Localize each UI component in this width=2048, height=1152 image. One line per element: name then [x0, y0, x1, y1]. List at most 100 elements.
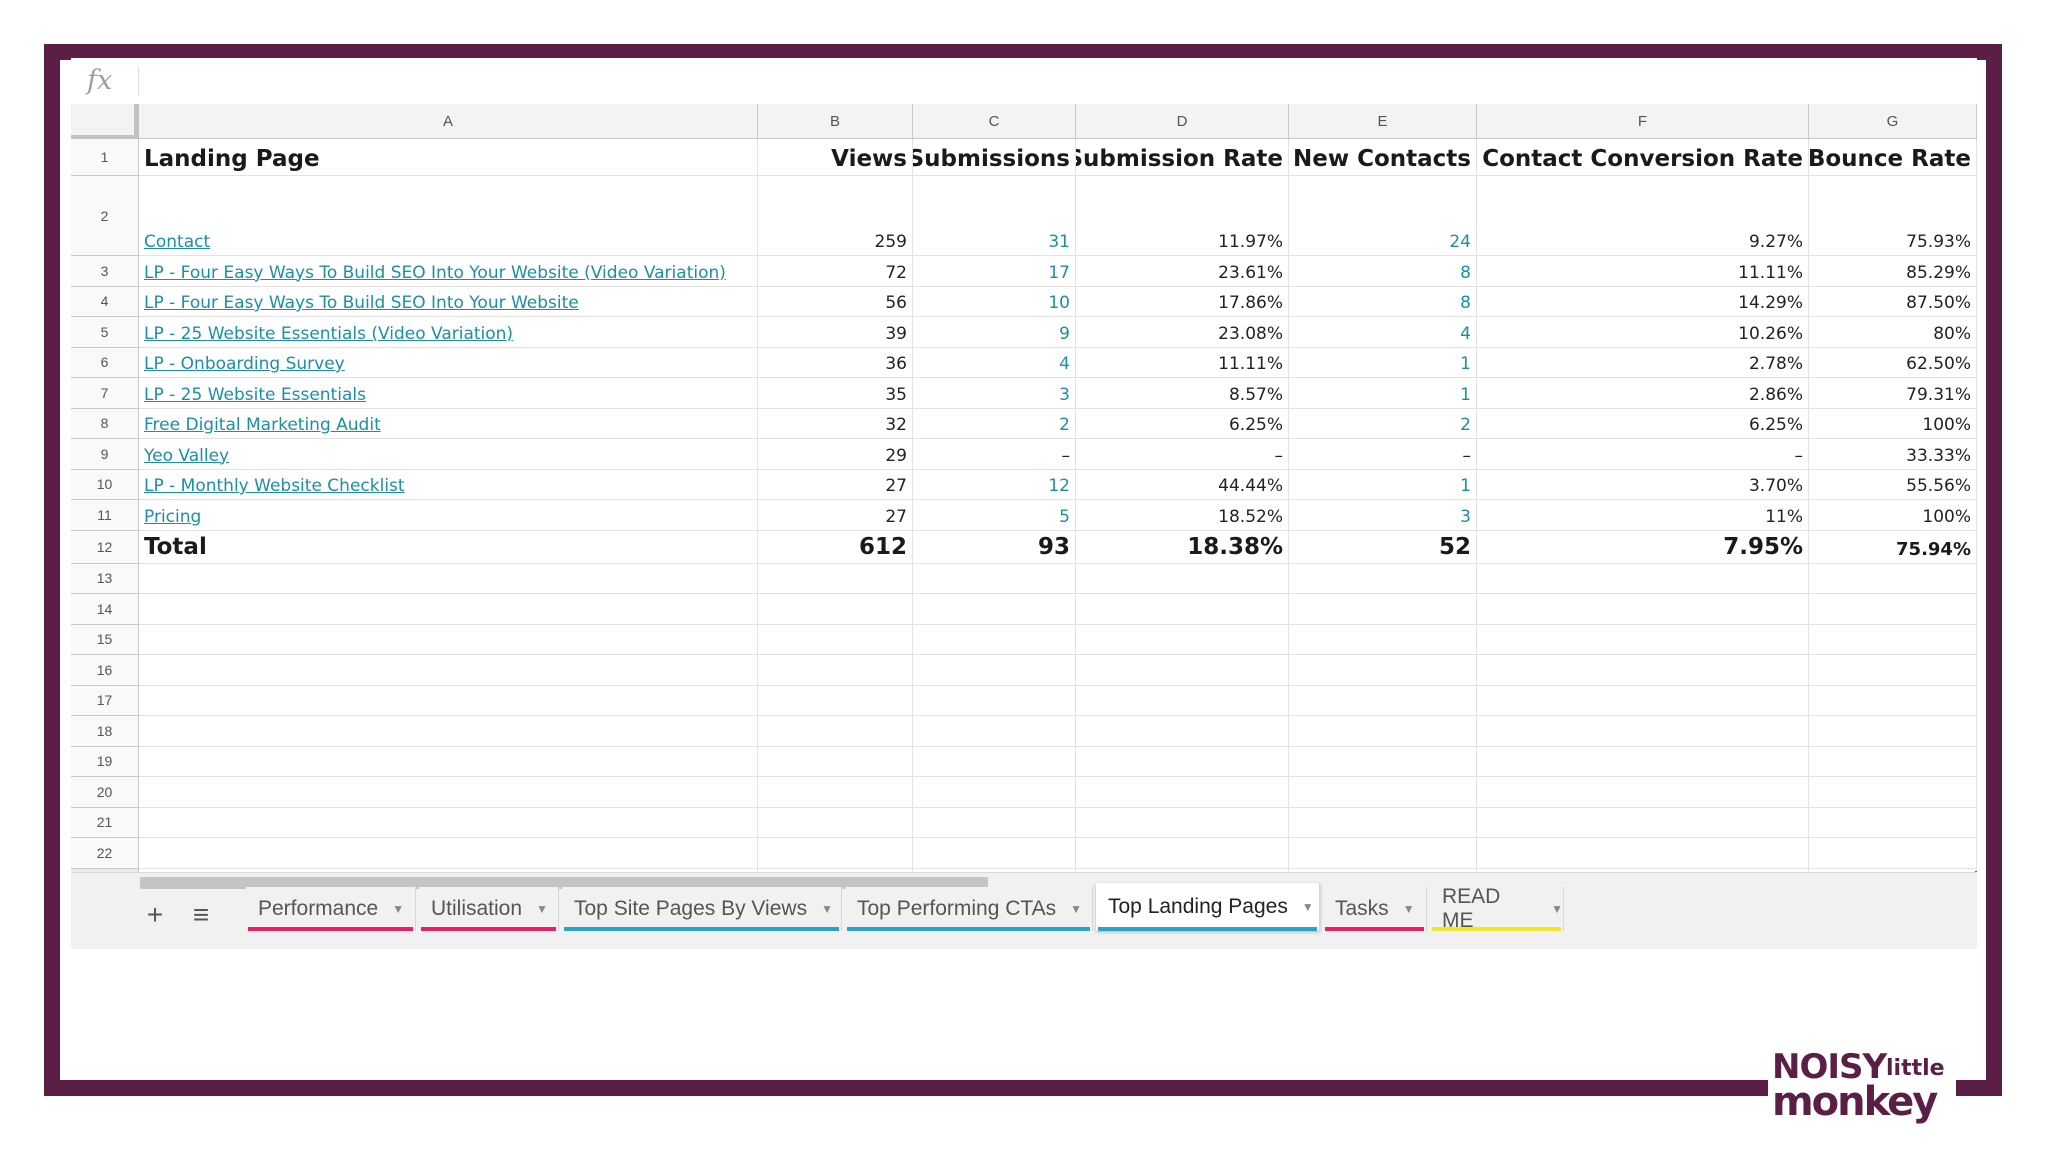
- conversion-rate-cell[interactable]: 10.26%: [1477, 317, 1809, 348]
- empty-cell[interactable]: [1477, 746, 1809, 777]
- header-cell-page[interactable]: Landing Page: [139, 139, 758, 176]
- views-cell[interactable]: 259: [758, 176, 913, 256]
- landing-page-link[interactable]: LP - 25 Website Essentials: [139, 378, 758, 409]
- views-cell[interactable]: 35: [758, 378, 913, 409]
- empty-cell[interactable]: [139, 838, 758, 869]
- landing-page-link[interactable]: LP - Four Easy Ways To Build SEO Into Yo…: [139, 256, 758, 287]
- empty-cell[interactable]: [913, 594, 1076, 625]
- empty-cell[interactable]: [1477, 624, 1809, 655]
- empty-cell[interactable]: [1809, 685, 1977, 716]
- row-header-1[interactable]: 1: [71, 139, 139, 176]
- empty-cell[interactable]: [1289, 685, 1477, 716]
- row-header-16[interactable]: 16: [71, 655, 139, 686]
- submissions-cell[interactable]: 5: [913, 500, 1076, 531]
- submission-rate-cell[interactable]: 11.97%: [1076, 176, 1289, 256]
- empty-cell[interactable]: [913, 716, 1076, 747]
- submissions-cell[interactable]: –: [913, 439, 1076, 470]
- empty-cell[interactable]: [1477, 563, 1809, 594]
- total-new-contacts-cell[interactable]: 52: [1289, 530, 1477, 564]
- empty-cell[interactable]: [1289, 594, 1477, 625]
- empty-cell[interactable]: [1477, 807, 1809, 838]
- conversion-rate-cell[interactable]: 11%: [1477, 500, 1809, 531]
- row-header-13[interactable]: 13: [71, 563, 139, 594]
- empty-cell[interactable]: [1289, 807, 1477, 838]
- landing-page-link[interactable]: LP - Onboarding Survey: [139, 347, 758, 378]
- empty-cell[interactable]: [913, 685, 1076, 716]
- chevron-down-icon[interactable]: ▼: [1301, 900, 1314, 914]
- empty-cell[interactable]: [1477, 685, 1809, 716]
- column-header-b[interactable]: B: [758, 104, 913, 139]
- landing-page-link[interactable]: Free Digital Marketing Audit: [139, 408, 758, 439]
- conversion-rate-cell[interactable]: 9.27%: [1477, 176, 1809, 256]
- all-sheets-menu-icon[interactable]: ≡: [192, 899, 210, 930]
- empty-cell[interactable]: [913, 655, 1076, 686]
- conversion-rate-cell[interactable]: 11.11%: [1477, 256, 1809, 287]
- empty-cell[interactable]: [758, 716, 913, 747]
- sheet-tab-tasks[interactable]: Tasks ▼: [1323, 887, 1427, 931]
- row-header-8[interactable]: 8: [71, 408, 139, 439]
- empty-cell[interactable]: [1076, 685, 1289, 716]
- views-cell[interactable]: 27: [758, 500, 913, 531]
- landing-page-link[interactable]: LP - 25 Website Essentials (Video Variat…: [139, 317, 758, 348]
- empty-cell[interactable]: [1076, 655, 1289, 686]
- empty-cell[interactable]: [913, 746, 1076, 777]
- empty-cell[interactable]: [139, 624, 758, 655]
- landing-page-link[interactable]: LP - Monthly Website Checklist: [139, 469, 758, 500]
- total-submissions-cell[interactable]: 93: [913, 530, 1076, 564]
- bounce-rate-cell[interactable]: 100%: [1809, 408, 1977, 439]
- formula-bar[interactable]: fx: [71, 58, 1977, 105]
- new-contacts-cell[interactable]: 1: [1289, 469, 1477, 500]
- empty-cell[interactable]: [1477, 838, 1809, 869]
- submissions-cell[interactable]: 4: [913, 347, 1076, 378]
- row-header-7[interactable]: 7: [71, 378, 139, 409]
- row-header-12[interactable]: 12: [71, 530, 139, 564]
- empty-cell[interactable]: [1477, 777, 1809, 808]
- conversion-rate-cell[interactable]: 2.86%: [1477, 378, 1809, 409]
- views-cell[interactable]: 29: [758, 439, 913, 470]
- header-cell-new-contacts[interactable]: New Contacts: [1289, 139, 1477, 176]
- submissions-cell[interactable]: 2: [913, 408, 1076, 439]
- empty-cell[interactable]: [139, 563, 758, 594]
- new-contacts-cell[interactable]: 1: [1289, 347, 1477, 378]
- empty-cell[interactable]: [1076, 716, 1289, 747]
- chevron-down-icon[interactable]: ▼: [1070, 902, 1083, 916]
- submissions-cell[interactable]: 3: [913, 378, 1076, 409]
- chevron-down-icon[interactable]: ▼: [821, 902, 833, 916]
- empty-cell[interactable]: [1076, 838, 1289, 869]
- row-header-3[interactable]: 3: [71, 256, 139, 287]
- select-all-corner[interactable]: [71, 104, 139, 139]
- total-page-cell[interactable]: Total: [139, 530, 758, 564]
- empty-cell[interactable]: [758, 838, 913, 869]
- submissions-cell[interactable]: 10: [913, 286, 1076, 317]
- empty-cell[interactable]: [1076, 777, 1289, 808]
- bounce-rate-cell[interactable]: 33.33%: [1809, 439, 1977, 470]
- new-contacts-cell[interactable]: 2: [1289, 408, 1477, 439]
- row-header-4[interactable]: 4: [71, 286, 139, 317]
- views-cell[interactable]: 27: [758, 469, 913, 500]
- empty-cell[interactable]: [913, 777, 1076, 808]
- add-sheet-icon[interactable]: +: [146, 899, 164, 930]
- submission-rate-cell[interactable]: 17.86%: [1076, 286, 1289, 317]
- submissions-cell[interactable]: 9: [913, 317, 1076, 348]
- new-contacts-cell[interactable]: 8: [1289, 256, 1477, 287]
- empty-cell[interactable]: [1076, 807, 1289, 838]
- column-header-a[interactable]: A: [139, 104, 758, 139]
- empty-cell[interactable]: [139, 807, 758, 838]
- empty-cell[interactable]: [1809, 838, 1977, 869]
- column-header-e[interactable]: E: [1289, 104, 1477, 139]
- empty-cell[interactable]: [139, 655, 758, 686]
- row-header-21[interactable]: 21: [71, 807, 139, 838]
- empty-cell[interactable]: [1809, 746, 1977, 777]
- empty-cell[interactable]: [1076, 563, 1289, 594]
- views-cell[interactable]: 36: [758, 347, 913, 378]
- column-header-d[interactable]: D: [1076, 104, 1289, 139]
- submission-rate-cell[interactable]: 18.52%: [1076, 500, 1289, 531]
- submissions-cell[interactable]: 17: [913, 256, 1076, 287]
- bounce-rate-cell[interactable]: 80%: [1809, 317, 1977, 348]
- empty-cell[interactable]: [758, 624, 913, 655]
- landing-page-link[interactable]: Yeo Valley: [139, 439, 758, 470]
- submission-rate-cell[interactable]: 11.11%: [1076, 347, 1289, 378]
- row-header-5[interactable]: 5: [71, 317, 139, 348]
- empty-cell[interactable]: [758, 746, 913, 777]
- empty-cell[interactable]: [1809, 594, 1977, 625]
